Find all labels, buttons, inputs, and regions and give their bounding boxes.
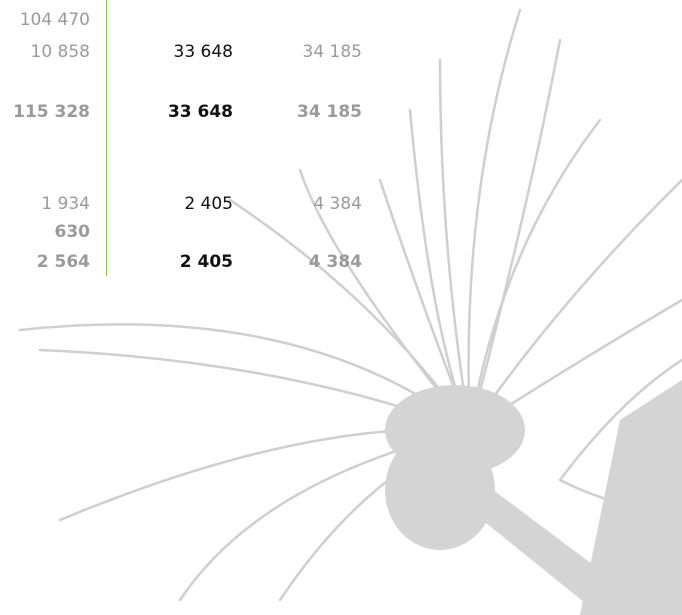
table-cell: 34 185	[242, 102, 362, 122]
table-cell: 4 384	[242, 194, 362, 214]
table-cell: 34 185	[242, 42, 362, 62]
table-cell: 2 564	[0, 252, 90, 272]
table-cell: 33 648	[113, 42, 233, 62]
table-cell: 2 405	[113, 252, 233, 272]
table-cell: 104 470	[0, 10, 90, 30]
table-cell: 115 328	[0, 102, 90, 122]
column-divider	[106, 0, 107, 276]
table-cell: 630	[0, 222, 90, 242]
pine-illustration	[0, 0, 682, 615]
table-cell: 1 934	[0, 194, 90, 214]
table-cell: 4 384	[242, 252, 362, 272]
table-cell: 10 858	[0, 42, 90, 62]
table-cell: 2 405	[113, 194, 233, 214]
page: 104 470 10 858 33 648 34 185 115 328 33 648 34…	[0, 0, 682, 615]
table-cell: 33 648	[113, 102, 233, 122]
